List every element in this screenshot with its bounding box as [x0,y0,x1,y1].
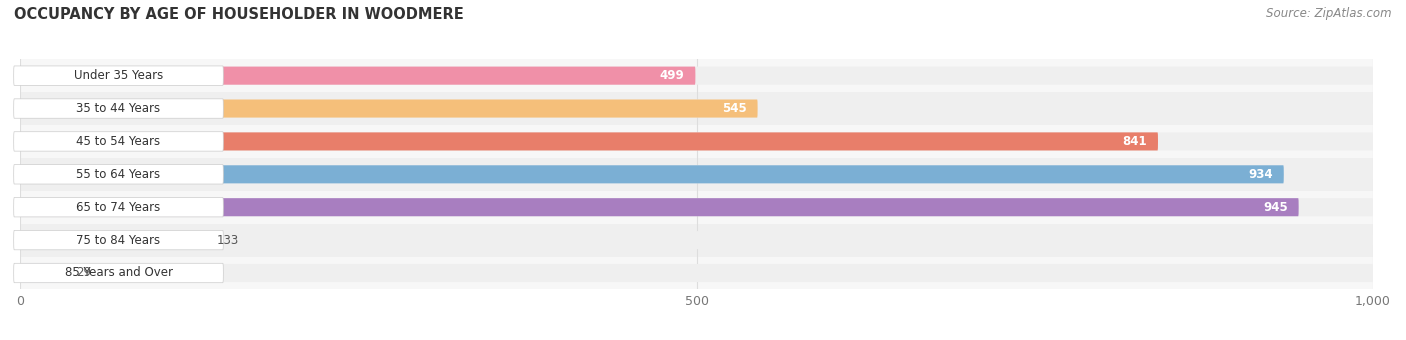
FancyBboxPatch shape [21,198,1374,216]
FancyBboxPatch shape [14,99,224,118]
FancyBboxPatch shape [21,231,200,249]
Text: 133: 133 [217,234,239,246]
Text: 75 to 84 Years: 75 to 84 Years [76,234,160,246]
FancyBboxPatch shape [21,165,1284,183]
Text: 934: 934 [1249,168,1272,181]
Bar [21,257,1374,289]
FancyBboxPatch shape [21,165,1374,183]
FancyBboxPatch shape [21,132,1159,151]
Bar [21,125,1374,158]
Text: 29: 29 [76,267,91,279]
Text: 499: 499 [659,69,685,82]
FancyBboxPatch shape [14,231,224,250]
Bar [21,224,1374,257]
FancyBboxPatch shape [21,67,1374,85]
FancyBboxPatch shape [14,132,224,151]
Text: Under 35 Years: Under 35 Years [75,69,163,82]
FancyBboxPatch shape [14,165,224,184]
Text: 841: 841 [1122,135,1147,148]
FancyBboxPatch shape [14,66,224,85]
FancyBboxPatch shape [21,132,1374,151]
FancyBboxPatch shape [21,100,758,118]
Bar [21,59,1374,92]
Bar [21,92,1374,125]
Bar [21,158,1374,191]
Text: Source: ZipAtlas.com: Source: ZipAtlas.com [1267,7,1392,20]
FancyBboxPatch shape [14,263,224,283]
FancyBboxPatch shape [21,231,1374,249]
FancyBboxPatch shape [21,264,1374,282]
Bar [21,191,1374,224]
Text: 545: 545 [723,102,747,115]
FancyBboxPatch shape [14,198,224,217]
Text: 85 Years and Over: 85 Years and Over [65,267,173,279]
Text: OCCUPANCY BY AGE OF HOUSEHOLDER IN WOODMERE: OCCUPANCY BY AGE OF HOUSEHOLDER IN WOODM… [14,7,464,22]
FancyBboxPatch shape [21,100,1374,118]
Text: 945: 945 [1263,201,1288,214]
Text: 45 to 54 Years: 45 to 54 Years [76,135,160,148]
FancyBboxPatch shape [21,264,59,282]
FancyBboxPatch shape [21,198,1299,216]
FancyBboxPatch shape [21,67,696,85]
Text: 55 to 64 Years: 55 to 64 Years [76,168,160,181]
Text: 65 to 74 Years: 65 to 74 Years [76,201,160,214]
Text: 35 to 44 Years: 35 to 44 Years [76,102,160,115]
